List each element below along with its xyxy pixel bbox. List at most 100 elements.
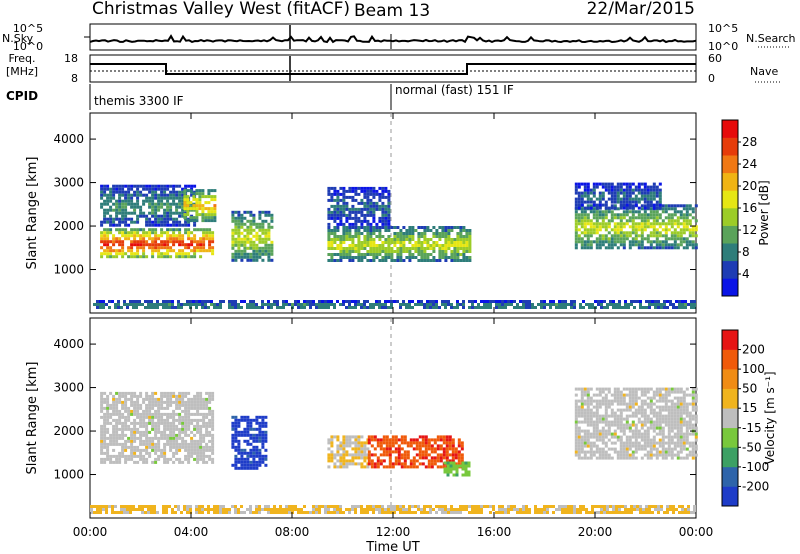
heatmap-cell bbox=[391, 465, 395, 469]
heatmap-cell bbox=[100, 442, 104, 446]
heatmap-cell bbox=[255, 454, 259, 458]
heatmap-cell bbox=[378, 303, 381, 306]
heatmap-cell bbox=[639, 306, 642, 309]
heatmap-cell bbox=[100, 409, 104, 413]
heatmap-cell bbox=[339, 238, 343, 241]
heatmap-cell bbox=[345, 189, 349, 193]
heatmap-cell bbox=[622, 402, 626, 406]
heatmap-cell bbox=[384, 195, 388, 199]
heatmap-cell bbox=[691, 210, 695, 214]
heatmap-cell bbox=[279, 511, 282, 514]
heatmap-cell bbox=[471, 303, 474, 306]
heatmap-cell bbox=[676, 243, 680, 247]
heatmap-cell bbox=[381, 244, 385, 247]
heatmap-cell bbox=[136, 231, 140, 235]
heatmap-cell bbox=[207, 508, 210, 511]
heatmap-cell bbox=[231, 258, 235, 262]
heatmap-cell bbox=[610, 234, 614, 238]
heatmap-cell bbox=[258, 237, 262, 241]
heatmap-cell bbox=[187, 415, 191, 419]
heatmap-cell bbox=[432, 232, 436, 235]
heatmap-cell bbox=[688, 243, 692, 247]
heatmap-cell bbox=[670, 435, 674, 439]
heatmap-cell bbox=[384, 247, 388, 250]
heatmap-cell bbox=[387, 300, 390, 303]
heatmap-cell bbox=[190, 451, 194, 455]
heatmap-cell bbox=[208, 433, 212, 437]
heatmap-cell bbox=[189, 300, 192, 303]
heatmap-cell bbox=[474, 300, 477, 303]
heatmap-cell bbox=[631, 435, 635, 439]
heatmap-cell bbox=[408, 253, 412, 256]
heatmap-cell bbox=[477, 508, 480, 511]
heatmap-cell bbox=[118, 231, 122, 235]
heatmap-cell bbox=[190, 448, 194, 452]
heatmap-cell bbox=[628, 456, 632, 460]
heatmap-cell bbox=[676, 390, 680, 394]
heatmap-cell bbox=[370, 438, 374, 442]
heatmap-cell bbox=[327, 247, 331, 250]
heatmap-cell bbox=[694, 438, 698, 442]
heatmap-cell bbox=[267, 246, 271, 250]
heatmap-cell bbox=[342, 462, 346, 466]
heatmap-cell bbox=[688, 432, 692, 436]
heatmap-cell bbox=[679, 429, 683, 433]
heatmap-cell bbox=[258, 421, 262, 425]
heatmap-cell bbox=[129, 511, 132, 514]
heatmap-cell bbox=[451, 438, 455, 442]
heatmap-cell bbox=[363, 303, 366, 306]
heatmap-cell bbox=[426, 306, 429, 309]
heatmap-cell bbox=[354, 505, 357, 508]
heatmap-cell bbox=[574, 216, 578, 220]
heatmap-cell bbox=[330, 435, 334, 439]
heatmap-cell bbox=[121, 433, 125, 437]
heatmap-cell bbox=[447, 241, 451, 244]
heatmap-cell bbox=[640, 246, 644, 250]
heatmap-cell bbox=[127, 418, 131, 422]
heatmap-cell bbox=[414, 247, 418, 250]
heatmap-cell bbox=[613, 204, 617, 208]
heatmap-cell bbox=[169, 442, 173, 446]
heatmap-cell bbox=[246, 255, 250, 259]
heatmap-cell bbox=[142, 202, 146, 206]
heatmap-cell bbox=[363, 216, 367, 220]
heatmap-cell bbox=[151, 391, 155, 395]
heatmap-cell bbox=[240, 457, 244, 461]
heatmap-cell bbox=[369, 198, 373, 202]
heatmap-cell bbox=[367, 453, 371, 457]
heatmap-cell bbox=[640, 423, 644, 427]
heatmap-cell bbox=[684, 306, 687, 309]
heatmap-cell bbox=[208, 234, 212, 238]
heatmap-cell bbox=[124, 457, 128, 461]
heatmap-cell bbox=[211, 249, 215, 253]
heatmap-cell bbox=[567, 303, 570, 306]
heatmap-cell bbox=[183, 192, 187, 196]
heatmap-cell bbox=[633, 306, 636, 309]
heatmap-cell bbox=[333, 210, 337, 214]
heatmap-cell bbox=[637, 417, 641, 421]
heatmap-cell bbox=[187, 442, 191, 446]
heatmap-patch bbox=[327, 186, 391, 226]
heatmap-cell bbox=[549, 303, 552, 306]
heatmap-cell bbox=[160, 421, 164, 425]
heatmap-cell bbox=[408, 232, 412, 235]
nave-label: Nave bbox=[750, 65, 778, 78]
heatmap-cell bbox=[124, 409, 128, 413]
heatmap-cell bbox=[418, 441, 422, 445]
heatmap-cell bbox=[246, 231, 250, 235]
heatmap-cell bbox=[613, 396, 617, 400]
heatmap-cell bbox=[616, 456, 620, 460]
heatmap-cell bbox=[148, 220, 152, 224]
heatmap-cell bbox=[351, 238, 355, 241]
heatmap-cell bbox=[589, 246, 593, 250]
heatmap-cell bbox=[459, 232, 463, 235]
heatmap-cell bbox=[649, 203, 653, 207]
heatmap-cell bbox=[679, 444, 683, 448]
heatmap-cell bbox=[369, 259, 373, 262]
heatmap-cell bbox=[634, 237, 638, 241]
heatmap-cell bbox=[679, 450, 683, 454]
heatmap-cell bbox=[124, 418, 128, 422]
heatmap-cell bbox=[243, 460, 247, 464]
heatmap-cell bbox=[288, 505, 291, 508]
heatmap-cell bbox=[186, 195, 190, 199]
